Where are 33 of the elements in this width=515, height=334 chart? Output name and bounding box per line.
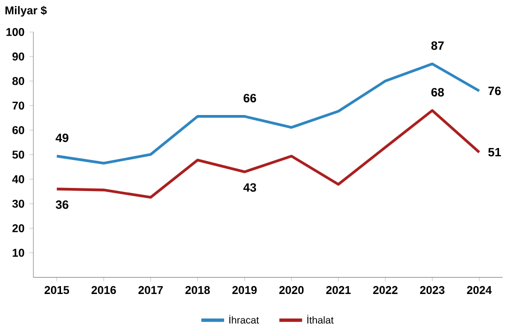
y-tick-label: 30 [12, 200, 24, 208]
x-tick-label: 2020 [279, 286, 304, 294]
x-tick-label: 2024 [466, 286, 492, 294]
y-tick-label: 50 [12, 150, 24, 159]
x-tick-label: 2023 [420, 286, 444, 294]
line-series [55, 109, 481, 199]
y-tick-label: 90 [12, 52, 24, 61]
data-label: 49 [56, 134, 68, 142]
data-label: 66 [244, 94, 256, 102]
legend-label: İhracat [229, 314, 259, 324]
data-label: 43 [243, 183, 256, 192]
y-tick-label: 100 [6, 28, 24, 36]
x-tick-label: 2018 [185, 286, 210, 294]
x-tick-label: 2022 [373, 286, 398, 294]
data-label: 76 [488, 86, 501, 96]
x-tick-label: 2021 [326, 286, 351, 294]
data-label: 68 [431, 88, 444, 96]
data-label: 51 [488, 148, 501, 156]
legend-label: İthalat [307, 314, 334, 324]
y-axis-title: Milyar $ [5, 6, 47, 17]
x-tick-label: 2019 [232, 286, 257, 294]
y-tick-label: 80 [12, 77, 24, 86]
x-tick-label: 2017 [138, 286, 163, 294]
y-tick-label: 70 [12, 102, 24, 110]
x-tick-label: 2015 [44, 286, 70, 294]
x-tick-label: 2016 [92, 286, 116, 294]
y-tick-label: 40 [12, 175, 24, 184]
data-label: 87 [431, 41, 444, 50]
y-tick-label: 60 [12, 126, 24, 134]
y-tick-label: 20 [12, 224, 24, 232]
line-series [55, 62, 481, 165]
data-label: 36 [56, 200, 68, 209]
y-tick-label: 10 [12, 248, 24, 257]
